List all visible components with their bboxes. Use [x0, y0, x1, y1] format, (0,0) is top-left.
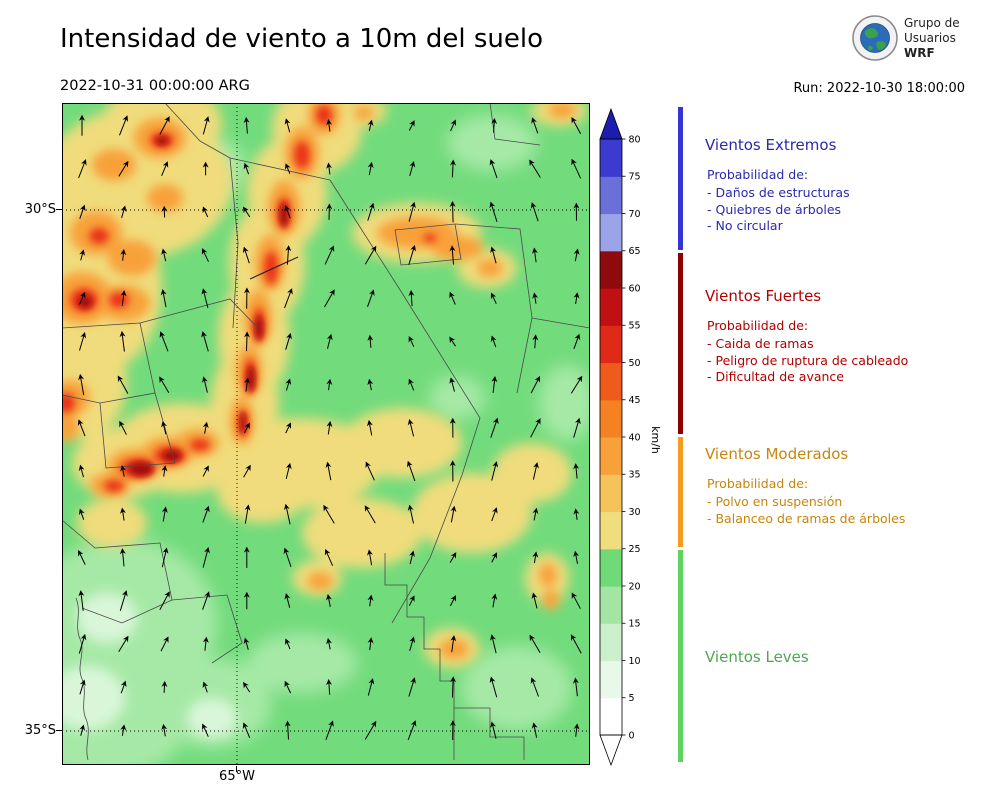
province-borders	[62, 103, 590, 761]
map-frame	[62, 103, 590, 765]
lat-label-30s: 30°S	[24, 202, 56, 217]
logo-line-1: Grupo de	[904, 15, 960, 30]
legend-title-moderados: Vientos Moderados	[705, 445, 849, 463]
legend-item: - Peligro de ruptura de cableado	[707, 352, 909, 368]
svg-text:50: 50	[629, 358, 641, 369]
legend-item: - Daños de estructuras	[707, 185, 850, 200]
svg-text:40: 40	[629, 432, 641, 443]
colorbar: km/h 0 5 10 15 20 25 30 35 40 45 50 55 60 65 70 75 80	[599, 107, 662, 767]
border-sierra-crossing	[249, 256, 299, 280]
svg-text:25: 25	[629, 544, 641, 555]
svg-text:15: 15	[629, 619, 641, 630]
legend-item: - No circular	[707, 218, 783, 233]
legend-bar-moderados	[678, 437, 683, 547]
svg-text:80: 80	[629, 134, 641, 145]
svg-text:70: 70	[629, 209, 641, 220]
svg-text:30: 30	[629, 507, 641, 518]
lat-label-35s: 35°S	[24, 723, 56, 738]
gridlines	[62, 103, 590, 765]
run-time-label: Run: 2022-10-30 18:00:00	[793, 81, 965, 96]
legend-bar-extremos	[678, 107, 683, 250]
legend-item: - Caida de ramas	[707, 336, 814, 351]
svg-text:60: 60	[629, 283, 641, 294]
legend-section-leves: Vientos Leves	[705, 648, 995, 679]
logo-line-2: Usuarios	[904, 30, 956, 45]
svg-text:75: 75	[629, 172, 641, 183]
wrf-user-group-logo: Grupo de Usuarios WRF	[852, 15, 960, 61]
legend-bar-leves	[678, 550, 683, 762]
legend-item: - Balanceo de ramas de árboles	[707, 510, 906, 526]
wind-field-pale-green-layer	[62, 593, 237, 738]
legend-section-moderados: Vientos Moderados Probabilidad de: - Pol…	[705, 445, 995, 527]
legend-section-fuertes: Vientos Fuertes Probabilidad de: - Caida…	[705, 287, 995, 386]
svg-text:45: 45	[629, 395, 641, 406]
legend-item: - Polvo en suspensión	[707, 494, 843, 509]
legend-section-extremos: Vientos Extremos Probabilidad de: - Daño…	[705, 136, 995, 235]
wind-field-dark-red-layer	[78, 137, 288, 476]
valid-time-label: 2022-10-31 00:00:00 ARG	[60, 78, 250, 94]
svg-text:0: 0	[629, 730, 635, 741]
legend-title-leves: Vientos Leves	[705, 648, 809, 666]
svg-text:55: 55	[629, 321, 641, 332]
lat-tick-35s	[56, 730, 62, 731]
logo-line-3: WRF	[904, 45, 935, 60]
svg-text:20: 20	[629, 581, 641, 592]
globe-icon	[852, 15, 898, 61]
legend-item: - Quiebres de árboles	[707, 201, 842, 217]
logo-text: Grupo de Usuarios WRF	[904, 16, 960, 61]
legend-subtitle: Probabilidad de:	[707, 318, 809, 333]
wind-intensity-map	[62, 103, 590, 765]
legend-subtitle: Probabilidad de:	[707, 476, 809, 491]
colorbar-unit-label: km/h	[649, 426, 662, 454]
lat-tick-30s	[56, 209, 62, 210]
legend-subtitle: Probabilidad de:	[707, 167, 809, 182]
svg-text:65: 65	[629, 246, 641, 257]
wind-arrows	[77, 114, 583, 741]
legend-title-fuertes: Vientos Fuertes	[705, 287, 822, 305]
legend-title-extremos: Vientos Extremos	[705, 136, 837, 154]
lon-tick-65w	[236, 766, 237, 772]
svg-text:5: 5	[629, 693, 635, 704]
page-title: Intensidad de viento a 10m del suelo	[60, 24, 544, 54]
legend-item: - Dificultad de avance	[707, 369, 844, 384]
legend-bar-fuertes	[678, 253, 683, 434]
svg-text:10: 10	[629, 656, 641, 667]
svg-text:35: 35	[629, 470, 641, 481]
lon-label-65w: 65°W	[219, 769, 255, 784]
